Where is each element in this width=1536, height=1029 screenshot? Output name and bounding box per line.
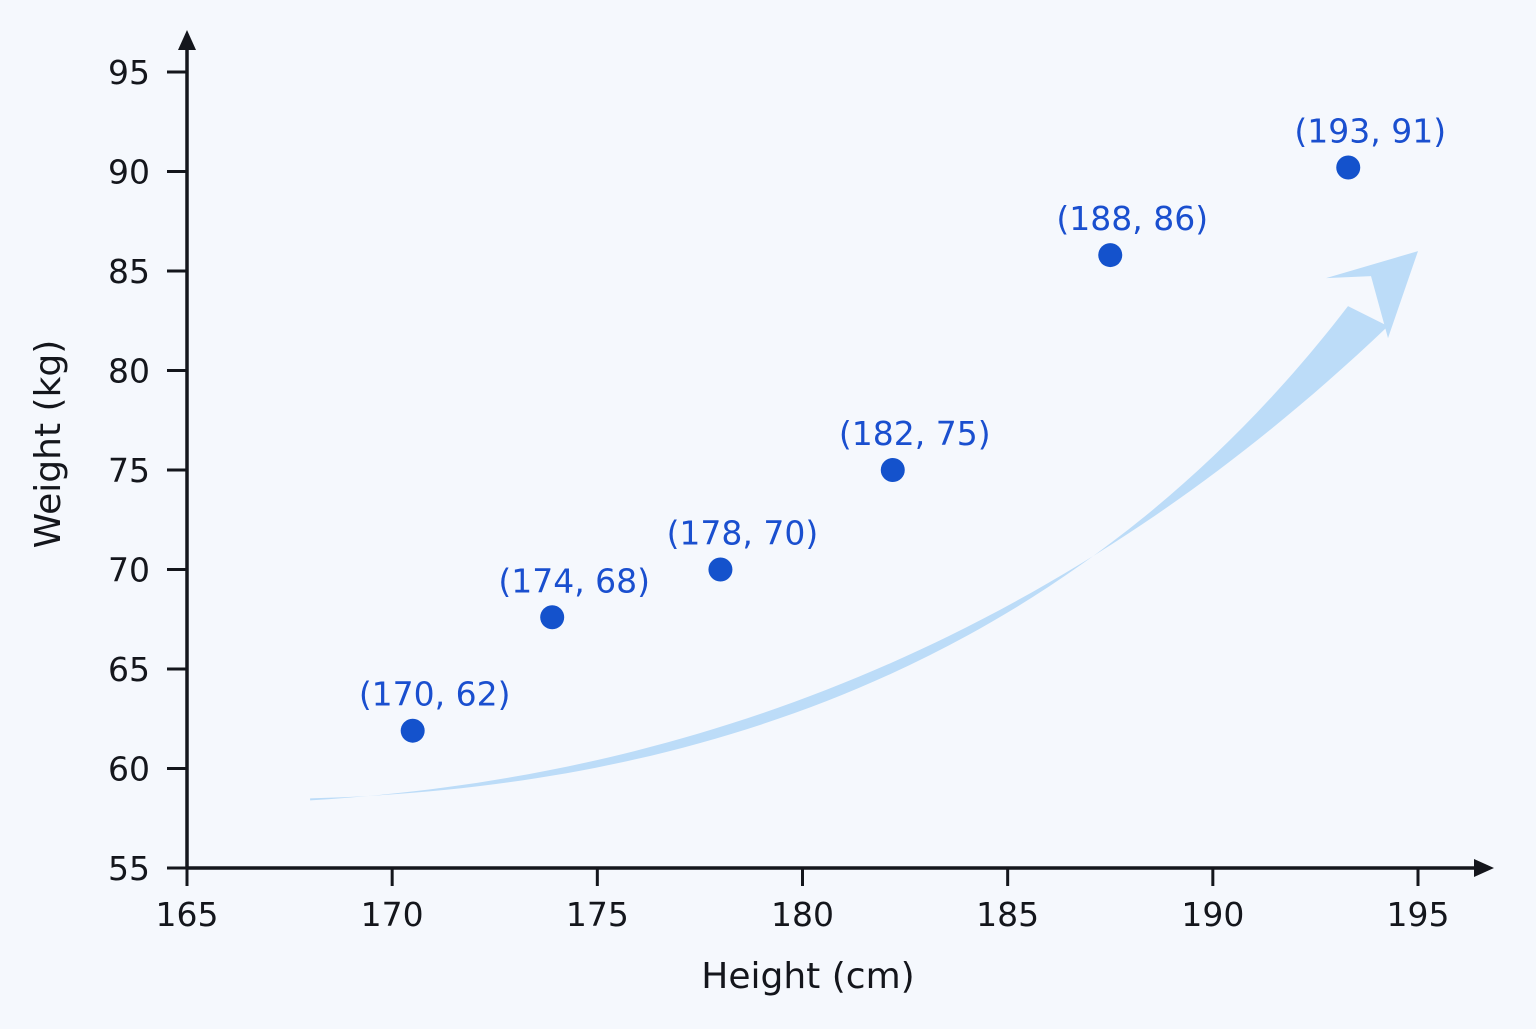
scatter-point: [1336, 155, 1361, 180]
y-tick-label: 75: [108, 451, 150, 490]
x-tick-label: 190: [1181, 895, 1244, 934]
scatter-point: [400, 718, 425, 743]
y-axis-ticks: 55 60 65 70 75 80 85 90 95: [108, 53, 187, 888]
x-axis-title: Height (cm): [701, 956, 914, 997]
point-label: (182, 75): [839, 414, 991, 453]
point-label: (178, 70): [667, 514, 819, 553]
y-tick-label: 65: [108, 650, 150, 689]
y-tick-label: 95: [108, 53, 150, 92]
trend-arrow-layer: [310, 251, 1418, 801]
data-point-labels: (170, 62) (174, 68) (178, 70) (182, 75) (188…: [359, 112, 1446, 714]
x-tick-label: 165: [156, 895, 219, 934]
y-tick-label: 90: [108, 153, 150, 192]
point-label: (174, 68): [498, 561, 650, 600]
y-tick-label: 55: [108, 849, 150, 888]
y-tick-label: 85: [108, 252, 150, 291]
x-tick-label: 180: [771, 895, 834, 934]
y-tick-label: 80: [108, 352, 150, 391]
x-axis-arrowhead: [1474, 859, 1494, 877]
scatter-point: [880, 458, 905, 482]
x-tick-label: 185: [976, 895, 1039, 934]
scatter-point: [1098, 243, 1123, 268]
x-tick-label: 195: [1387, 895, 1450, 934]
y-axis-arrowhead: [178, 30, 196, 50]
x-axis-ticks: 165 170 175 180 185 190 195: [156, 868, 1450, 934]
point-label: (170, 62): [359, 675, 511, 714]
trend-arrow-head: [1326, 251, 1418, 339]
y-tick-label: 60: [108, 750, 150, 789]
point-label: (193, 91): [1294, 112, 1446, 151]
scatter-point: [708, 557, 733, 582]
scatter-point: [540, 605, 565, 630]
x-tick-label: 175: [566, 895, 629, 934]
data-points: [400, 155, 1361, 743]
trend-arrow-shaft: [310, 306, 1389, 801]
point-label: (188, 86): [1056, 199, 1208, 238]
x-tick-label: 170: [361, 895, 424, 934]
axes: [178, 30, 1494, 877]
y-axis-title: Weight (kg): [28, 340, 69, 549]
y-tick-label: 70: [108, 551, 150, 590]
